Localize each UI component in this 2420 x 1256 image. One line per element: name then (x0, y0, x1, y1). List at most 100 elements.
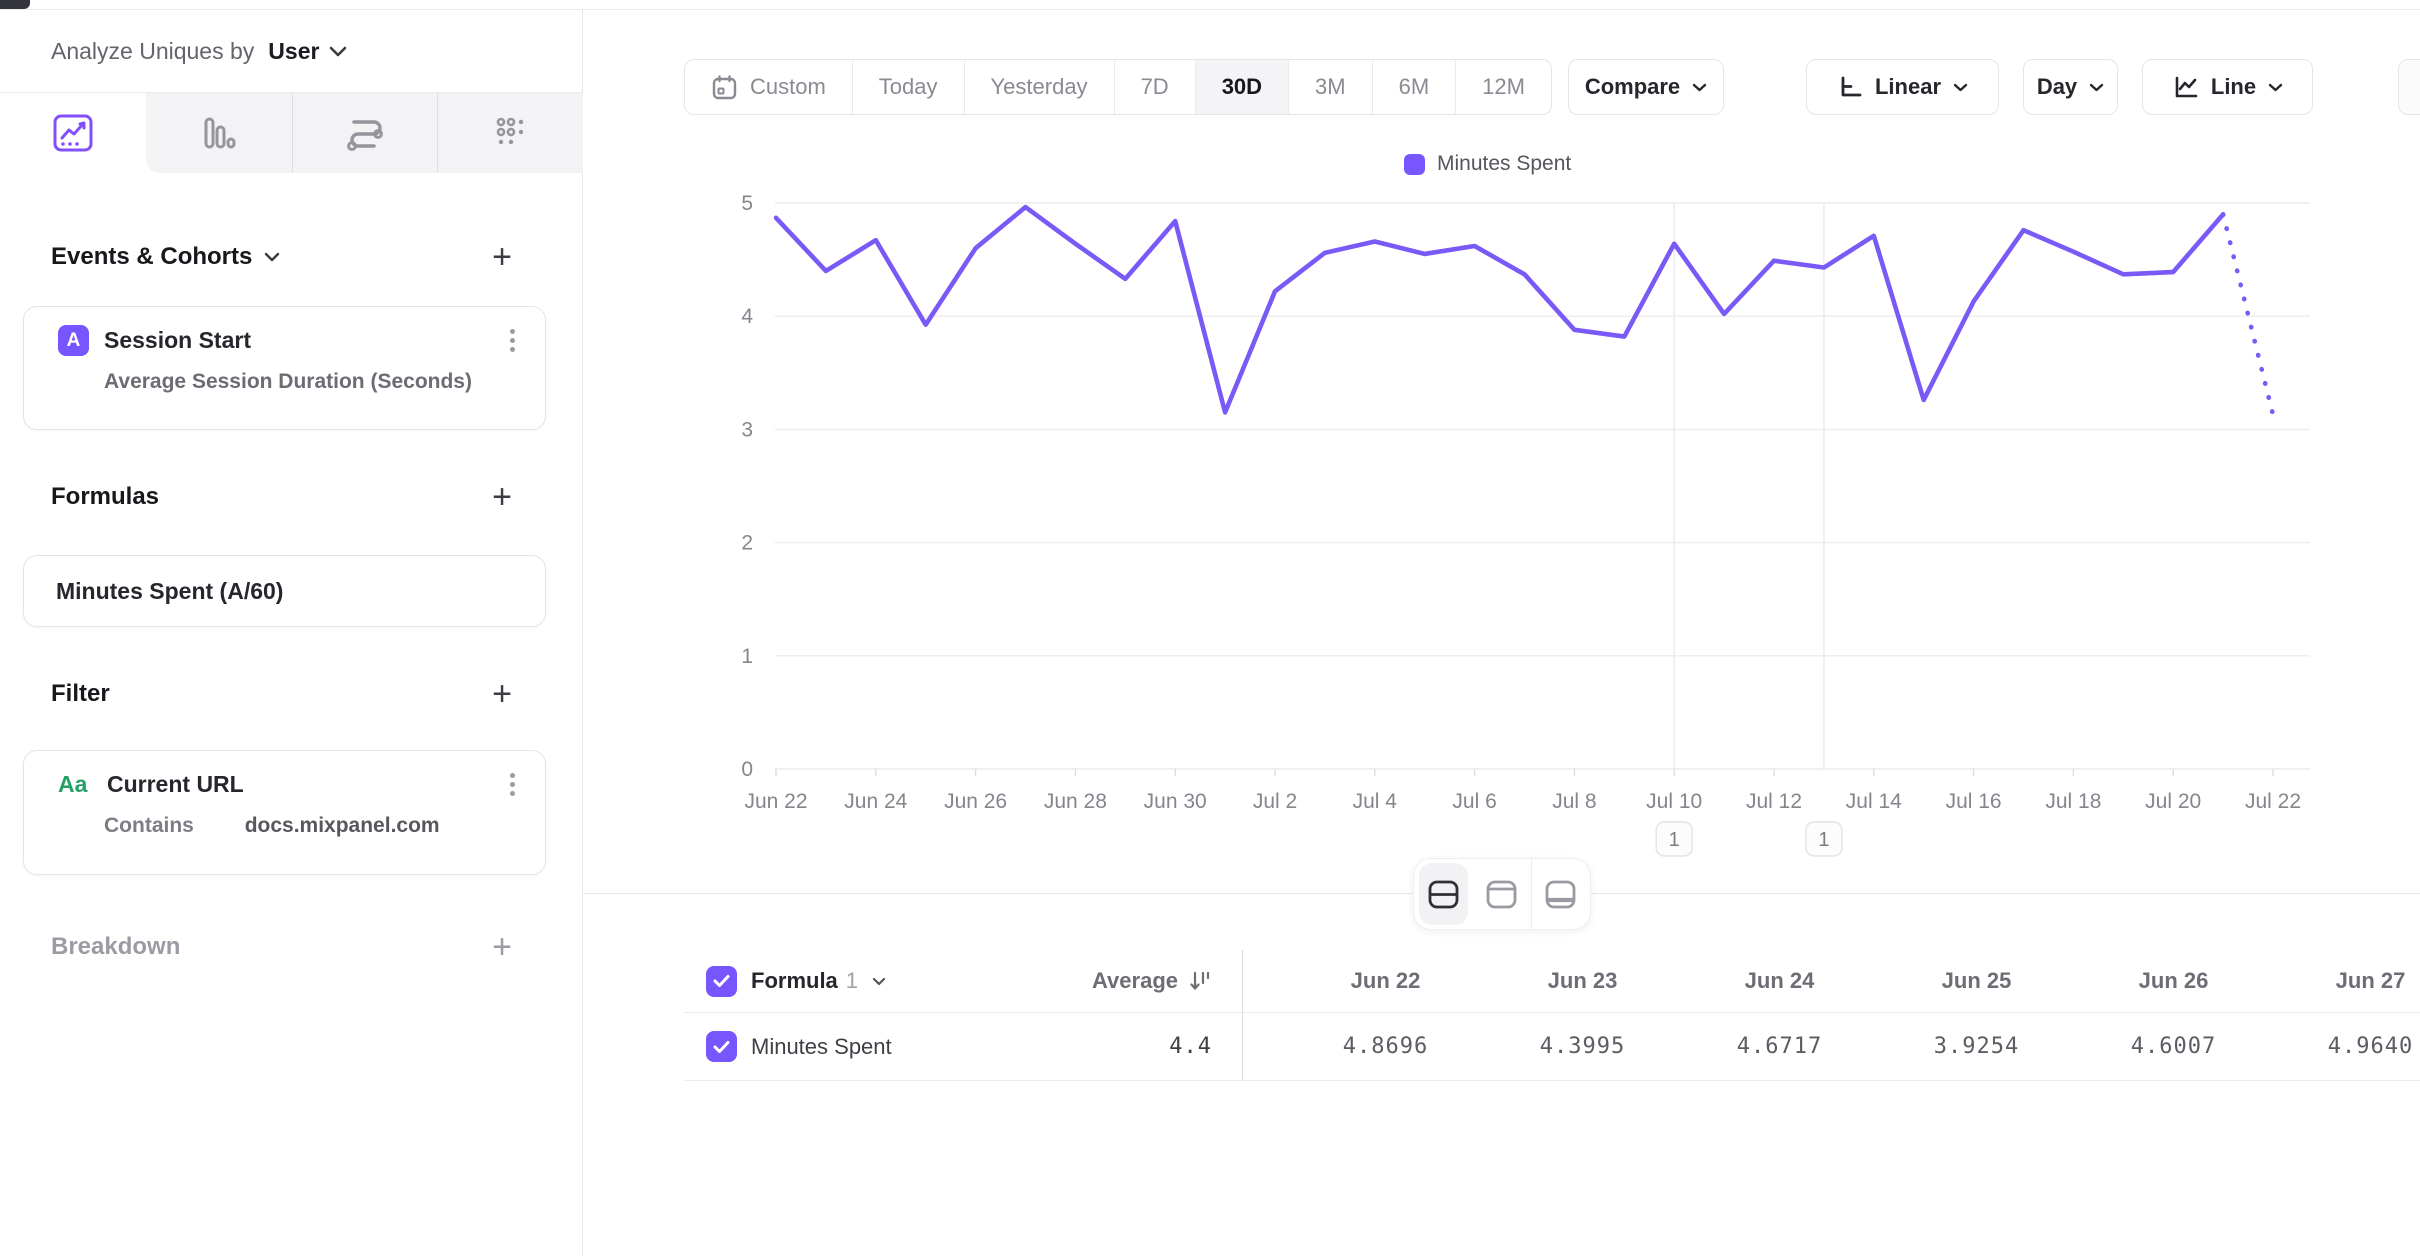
chart-type-button[interactable]: Line (2142, 59, 2313, 115)
range-yesterday[interactable]: Yesterday (963, 60, 1114, 114)
scale-button[interactable]: Linear (1806, 59, 1999, 115)
formula-card[interactable]: Minutes Spent (A/60) (23, 555, 546, 627)
results-table: Formula 1 Average Jun 22 Jun 23 Jun 24 Jun 2… (684, 950, 2420, 1081)
chart-type-label: Line (2210, 74, 2257, 99)
filter-value[interactable]: docs.mixpanel.com (244, 814, 440, 837)
sort-icon[interactable] (1188, 969, 1212, 993)
report-type-tabs (0, 93, 583, 173)
add-breakdown-button[interactable]: + (492, 928, 512, 966)
column-header-jun-25: Jun 25 (1941, 968, 2012, 993)
chevron-down-icon[interactable] (264, 252, 280, 262)
formula-group-label[interactable]: Formula (751, 968, 838, 993)
x-tick-label: Jul 12 (1746, 790, 1802, 813)
event-kebab-menu[interactable] (506, 325, 519, 356)
linear-axis-icon (1841, 76, 1862, 97)
analyze-by-dropdown[interactable]: User (268, 37, 320, 64)
filter-title: Filter (51, 680, 110, 707)
column-divider (1242, 950, 1287, 1012)
x-tick-label: Jul 10 (1646, 790, 1702, 813)
chevron-down-icon[interactable] (872, 977, 886, 986)
tab-retention[interactable] (437, 93, 583, 173)
average-header[interactable]: Average (1091, 968, 1178, 993)
filter-card-current-url[interactable]: Aa Current URL Contains docs.mixpanel.co… (23, 750, 546, 875)
line-chart-icon (2175, 76, 2198, 98)
range-label: 6M (1398, 74, 1430, 99)
x-tick-label: Jul 6 (1452, 790, 1496, 813)
range-3m[interactable]: 3M (1288, 60, 1372, 114)
range-7d[interactable]: 7D (1113, 60, 1195, 114)
interval-button[interactable]: Day (2023, 59, 2118, 115)
string-property-icon: Aa (58, 771, 88, 797)
column-header-jun-26: Jun 26 (2138, 968, 2209, 993)
chart-view-icon (1486, 880, 1517, 908)
x-tick-label: Jun 30 (1144, 790, 1207, 813)
date-range-control: Custom Today Yesterday 7D 30D 3M 6M 12M (684, 59, 1552, 115)
table-row: Minutes Spent 4.4 4.8696 4.3995 4.6717 3.92… (684, 1013, 2420, 1081)
line-chart[interactable]: 0 1 2 3 4 5 Jun 22 Jun 24 Jun 26 Jun 28 Jun 30 Jul … (583, 120, 2420, 880)
event-letter-badge: A (58, 325, 89, 356)
event-aggregation[interactable]: Average Session Duration (Seconds) (104, 370, 472, 393)
x-tick-label: Jul 14 (1846, 790, 1902, 813)
event-name[interactable]: Session Start (104, 327, 251, 353)
formula-group-checkbox[interactable] (706, 965, 737, 997)
y-tick-label: 2 (741, 532, 753, 555)
breakdown-title: Breakdown (51, 933, 181, 960)
chevron-down-icon (330, 46, 347, 56)
range-30d[interactable]: 30D (1194, 60, 1289, 114)
column-divider (1242, 1013, 1287, 1080)
window-top-strip (0, 0, 2420, 10)
x-tick-label: Jul 2 (1253, 790, 1297, 813)
interval-label: Day (2036, 74, 2078, 99)
range-label: Today (878, 74, 938, 99)
cell-jun-27: 4.9640 (2327, 1034, 2414, 1059)
column-header-jun-24: Jun 24 (1744, 968, 1815, 993)
filter-condition[interactable]: Contains docs.mixpanel.com (24, 800, 545, 838)
event-card-session-start[interactable]: A Session Start Average Session Duration… (23, 306, 546, 430)
add-filter-button[interactable]: + (492, 675, 512, 713)
chart-view-button[interactable] (1473, 858, 1532, 930)
y-tick-label: 5 (741, 192, 753, 215)
annotation-badge-label: 1 (1818, 829, 1829, 851)
annotation-badge-1[interactable] (1655, 821, 1693, 857)
compare-button[interactable]: Compare (1568, 59, 1724, 115)
window-corner-sliver (0, 0, 30, 9)
add-event-button[interactable]: + (492, 238, 512, 276)
series-average: 4.4 (1169, 1034, 1212, 1059)
filter-operator[interactable]: Contains (104, 814, 194, 837)
range-12m[interactable]: 12M (1455, 60, 1551, 114)
add-formula-button[interactable]: + (492, 478, 512, 516)
series-line-minutes-spent[interactable] (773, 204, 2226, 415)
column-header-jun-22: Jun 22 (1350, 968, 1421, 993)
chevron-down-icon (1692, 83, 1707, 91)
tab-funnels[interactable] (146, 93, 292, 173)
split-view-button[interactable] (1414, 858, 1473, 930)
range-6m[interactable]: 6M (1371, 60, 1456, 114)
table-view-icon (1545, 880, 1576, 908)
compare-label: Compare (1584, 74, 1681, 99)
x-tick-label: Jul 18 (2045, 790, 2101, 813)
annotation-badge-label: 1 (1669, 829, 1680, 851)
tab-insights[interactable] (0, 93, 146, 173)
range-custom[interactable]: Custom (685, 60, 852, 114)
annotation-badge-2[interactable] (1805, 821, 1843, 857)
range-label: Yesterday (990, 74, 1088, 99)
clipped-toolbar-button[interactable] (2398, 59, 2420, 115)
chart-legend[interactable]: Minutes Spent (1404, 152, 1571, 176)
events-cohorts-section-header: Events & Cohorts + (51, 238, 512, 276)
column-header-jun-27: Jun 27 (2335, 968, 2406, 993)
table-view-button[interactable] (1531, 858, 1590, 930)
filter-kebab-menu[interactable] (506, 769, 519, 800)
table-header-row: Formula 1 Average Jun 22 Jun 23 Jun 24 Jun 2… (684, 950, 2420, 1013)
breakdown-section-header: Breakdown + (51, 928, 512, 966)
range-label: 12M (1482, 74, 1525, 99)
filter-property-name[interactable]: Current URL (107, 771, 244, 797)
chevron-down-icon (2089, 83, 2104, 91)
series-checkbox[interactable] (706, 1031, 737, 1062)
tab-flows[interactable] (291, 93, 438, 173)
cell-jun-26: 4.6007 (2130, 1034, 2217, 1059)
formula-expression[interactable]: Minutes Spent (A/60) (56, 577, 284, 604)
legend-swatch (1404, 153, 1425, 175)
range-today[interactable]: Today (851, 60, 964, 114)
cell-jun-25: 3.9254 (1933, 1034, 2020, 1059)
range-label: 7D (1140, 74, 1169, 99)
